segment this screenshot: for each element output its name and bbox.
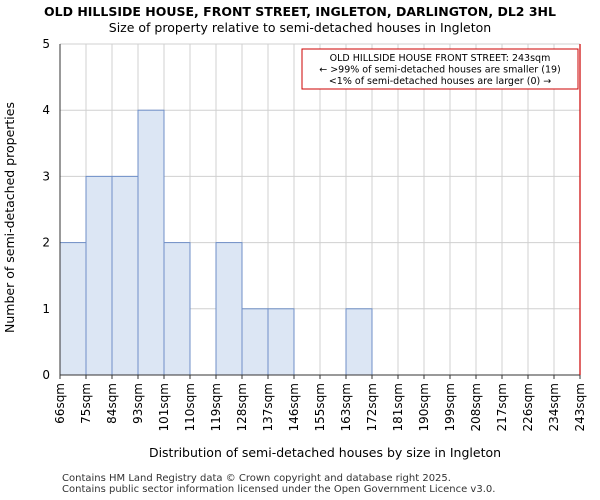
x-tick-label: 234sqm — [547, 383, 561, 431]
x-tick-label: 208sqm — [469, 383, 483, 431]
annotation-box — [301, 48, 579, 90]
y-tick-label: 1 — [42, 302, 50, 316]
y-tick-label: 2 — [42, 236, 50, 250]
histogram-bar — [163, 242, 191, 376]
x-axis-label: Distribution of semi-detached houses by … — [149, 445, 501, 460]
histogram-bar — [215, 242, 243, 376]
annotation-line: OLD HILLSIDE HOUSE FRONT STREET: 243sqm — [330, 53, 551, 64]
x-tick-label: 181sqm — [391, 383, 405, 431]
chart-title: OLD HILLSIDE HOUSE, FRONT STREET, INGLET… — [44, 4, 556, 19]
x-tick-label: 84sqm — [105, 383, 119, 424]
x-tick-label: 119sqm — [209, 383, 223, 431]
histogram-bar — [345, 308, 373, 376]
histogram-bar — [111, 175, 139, 376]
annotation-line: ← >99% of semi-detached houses are small… — [319, 65, 561, 76]
histogram-bar — [267, 308, 295, 376]
x-tick-label: 243sqm — [573, 383, 587, 431]
y-axis-label: Number of semi-detached properties — [2, 102, 17, 333]
y-tick-label: 3 — [42, 169, 50, 183]
x-tick-label: 137sqm — [261, 383, 275, 431]
x-tick-label: 128sqm — [235, 383, 249, 431]
x-tick-label: 199sqm — [443, 383, 457, 431]
x-tick-label: 146sqm — [287, 383, 301, 431]
histogram-bar — [137, 109, 165, 376]
histogram-bar — [85, 175, 113, 376]
x-tick-label: 75sqm — [79, 383, 93, 424]
y-tick-label: 4 — [42, 103, 50, 117]
histogram-bar — [59, 242, 87, 376]
x-tick-label: 66sqm — [53, 383, 67, 424]
x-tick-label: 101sqm — [157, 383, 171, 431]
x-tick-label: 163sqm — [339, 383, 353, 431]
y-tick-label: 0 — [42, 368, 50, 382]
histogram-bar — [241, 308, 269, 376]
footer-licence: Contains public sector information licen… — [62, 484, 496, 495]
x-tick-label: 226sqm — [521, 383, 535, 431]
x-tick-label: 217sqm — [495, 383, 509, 431]
x-tick-label: 190sqm — [417, 383, 431, 431]
chart-subtitle: Size of property relative to semi-detach… — [108, 20, 492, 35]
annotation-line: <1% of semi-detached houses are larger (… — [329, 76, 551, 87]
x-tick-label: 93sqm — [131, 383, 145, 424]
x-tick-label: 110sqm — [183, 383, 197, 431]
y-tick-label: 5 — [42, 37, 50, 51]
x-tick-label: 172sqm — [365, 383, 379, 431]
x-tick-label: 155sqm — [313, 383, 327, 431]
footer-copyright: Contains HM Land Registry data © Crown c… — [62, 473, 451, 484]
